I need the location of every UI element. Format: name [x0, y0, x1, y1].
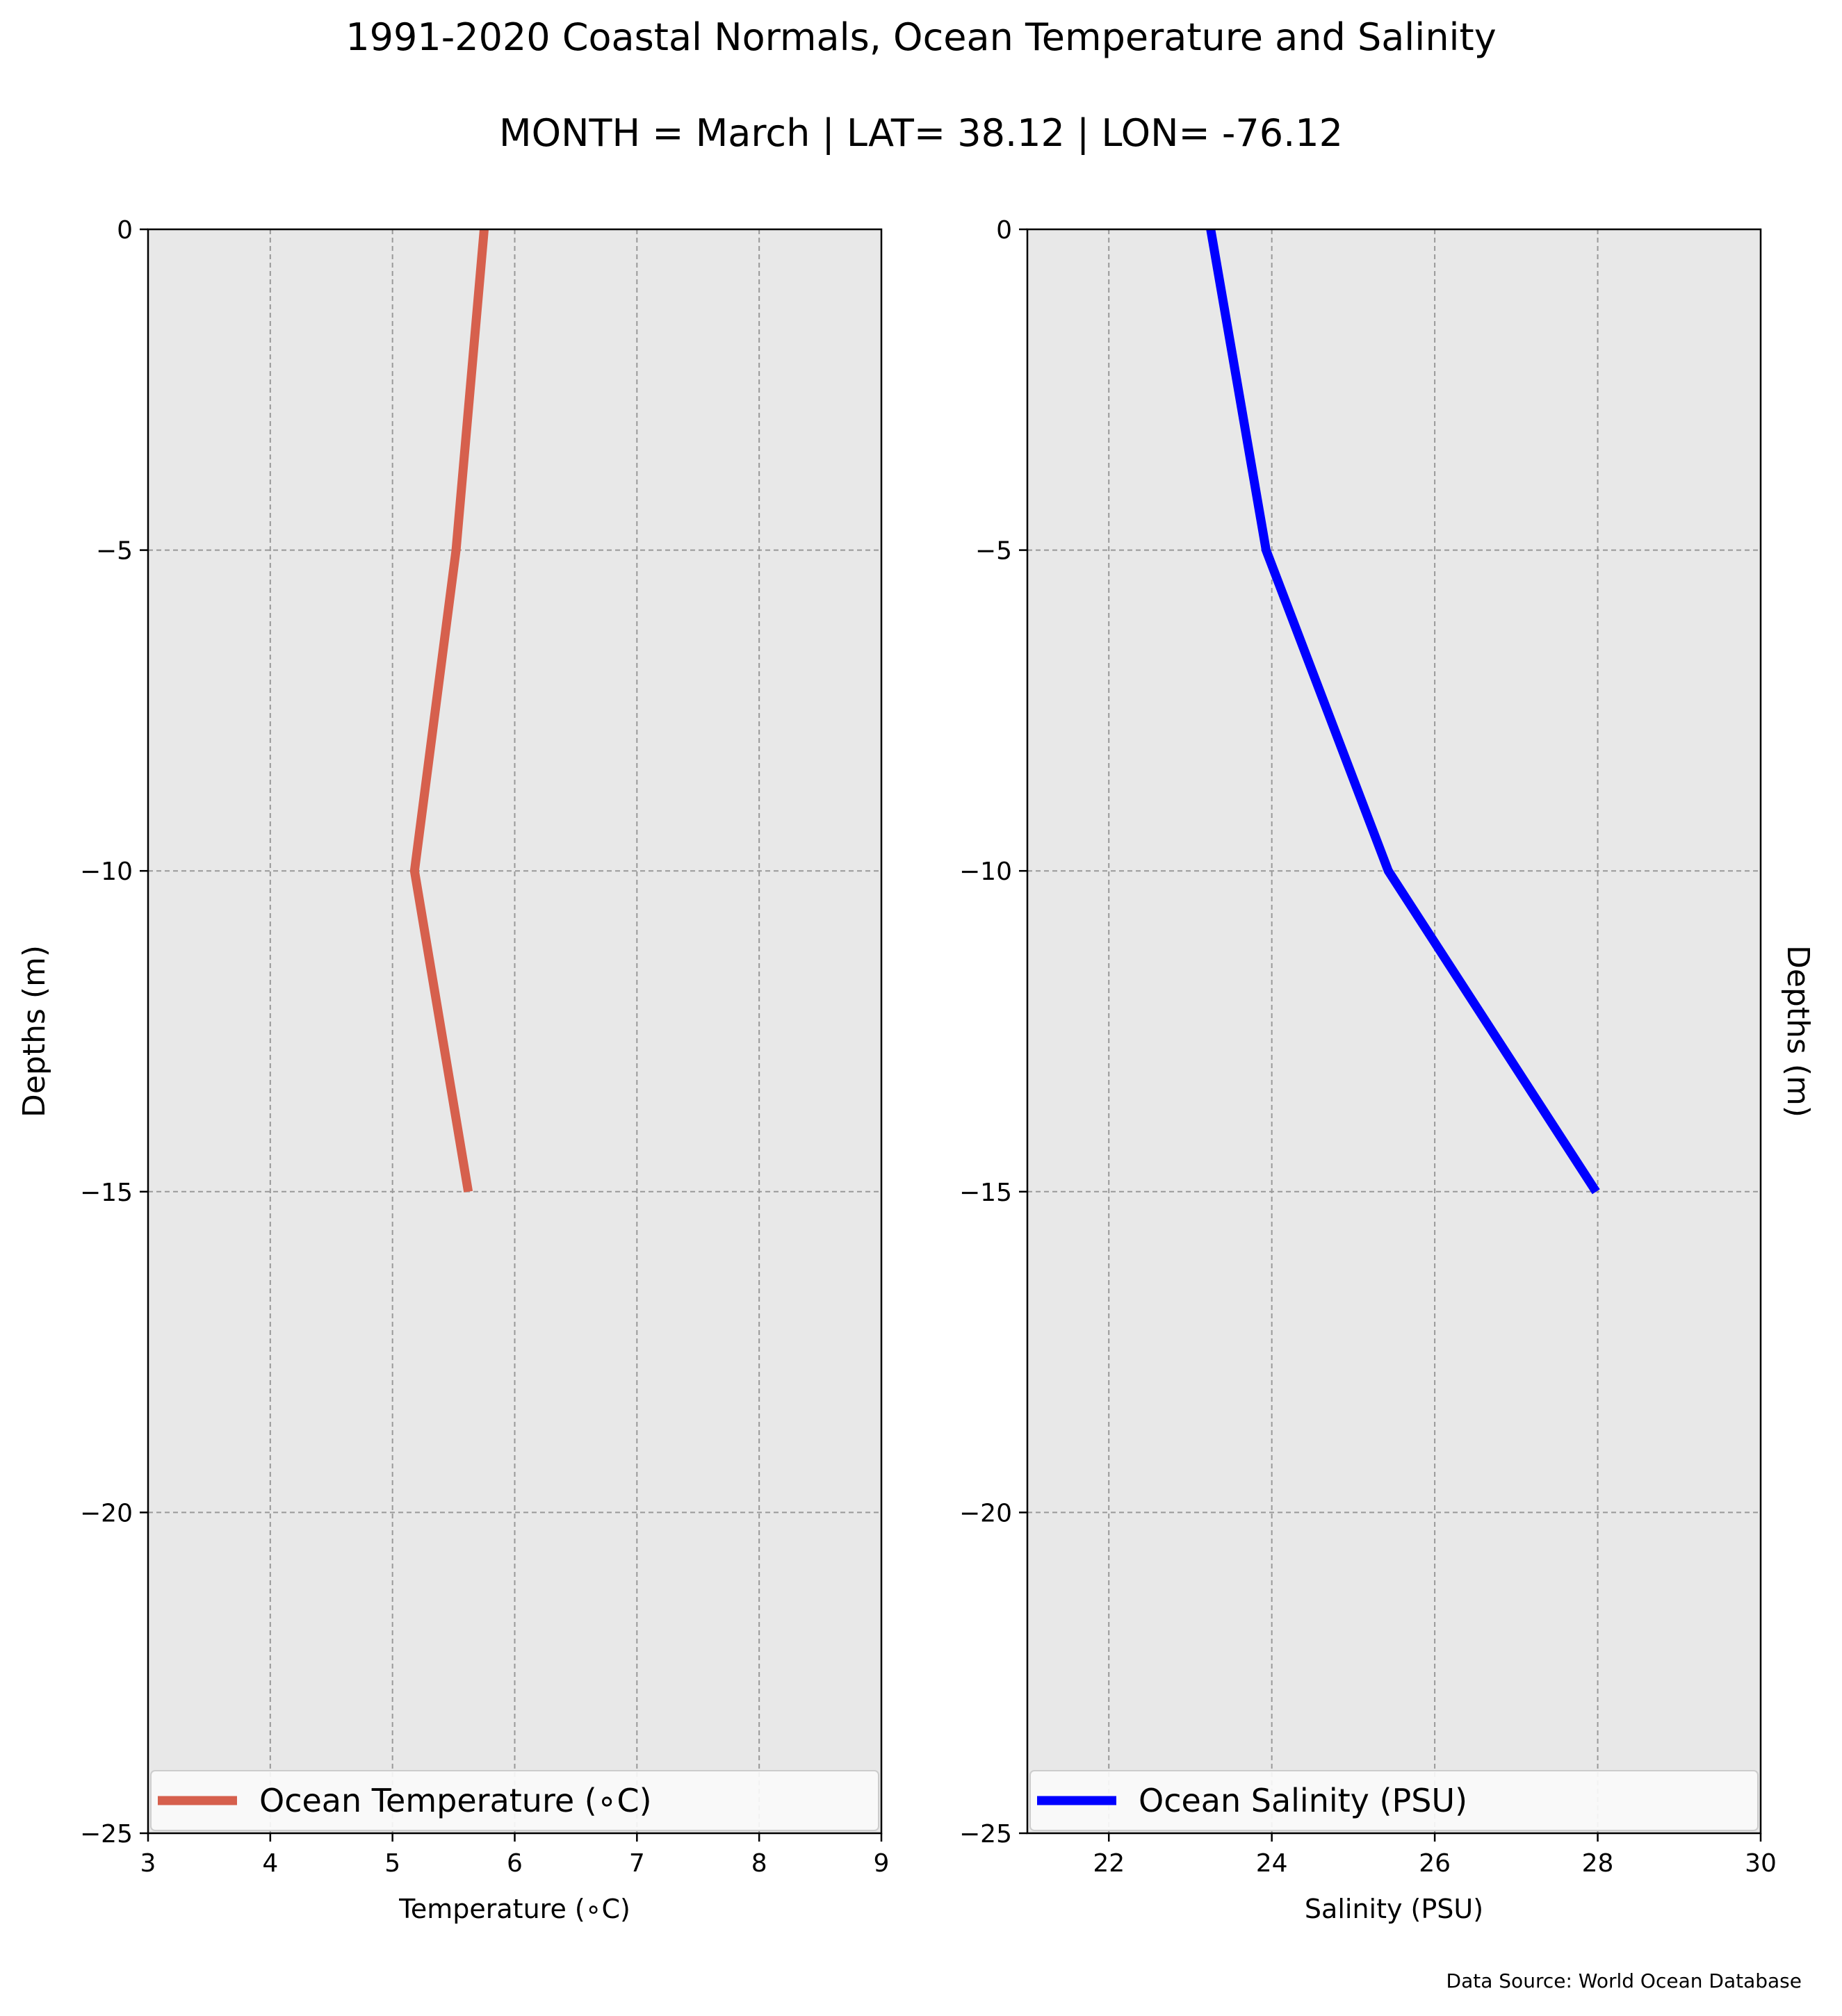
legend: Ocean Salinity (PSU) — [1029, 1770, 1759, 1831]
legend-box — [1029, 1770, 1759, 1831]
y-axis-label: Depths (m) — [1780, 945, 1816, 1117]
legend-label: Ocean Temperature (∘C) — [259, 1782, 652, 1819]
y-axis-label: Depths (m) — [17, 945, 52, 1117]
legend: Ocean Temperature (∘C) — [150, 1770, 879, 1831]
x-tick-label: 24 — [1256, 1849, 1288, 1878]
y-tick-label: −10 — [80, 858, 133, 886]
x-tick-label: 4 — [262, 1849, 278, 1878]
x-tick-label: 3 — [140, 1849, 156, 1878]
x-tick-label: 26 — [1419, 1849, 1451, 1878]
series-line-0 — [409, 229, 489, 1193]
chart-title: 1991-2020 Coastal Normals, Ocean Tempera… — [345, 15, 1496, 59]
x-tick-label: 22 — [1093, 1849, 1125, 1878]
y-tick-label: 0 — [996, 216, 1012, 245]
chart-subtitle: MONTH = March | LAT= 38.12 | LON= -76.12 — [499, 111, 1343, 155]
x-tick-label: 5 — [384, 1849, 400, 1878]
y-tick-label: −20 — [80, 1499, 133, 1527]
y-tick-label: −10 — [959, 858, 1012, 886]
data-source-note: Data Source: World Ocean Database — [1446, 1969, 1802, 1992]
y-tick-label: −5 — [975, 537, 1012, 566]
y-tick-label: −20 — [959, 1499, 1012, 1527]
y-tick-label: −25 — [959, 1820, 1012, 1849]
y-tick-label: −15 — [959, 1179, 1012, 1207]
legend-box — [150, 1770, 879, 1831]
plot-frame — [1026, 228, 1762, 1835]
temperature-panel: 3 4 5 6 7 8 9 0 −5 −10 −15 −20 −25 Temperature (∘C) De… — [17, 216, 889, 1924]
y-tick-label: −5 — [96, 537, 133, 566]
series-line-0 — [1206, 228, 1600, 1195]
x-tick-label: 30 — [1745, 1849, 1777, 1878]
salinity-panel: 22 24 26 28 30 0 −5 −10 −15 −20 −25 Salinity (PSU) D… — [959, 216, 1816, 1924]
x-axis-label: Salinity (PSU) — [1305, 1894, 1483, 1924]
legend-label: Ocean Salinity (PSU) — [1139, 1782, 1467, 1819]
plot-background — [1027, 229, 1761, 1833]
x-tick-label: 8 — [751, 1849, 767, 1878]
x-tick-label: 9 — [874, 1849, 890, 1878]
y-tick-label: 0 — [117, 216, 133, 245]
x-tick-label: 7 — [629, 1849, 645, 1878]
x-axis-label: Temperature (∘C) — [398, 1894, 630, 1924]
x-tick-label: 28 — [1582, 1849, 1614, 1878]
y-tick-label: −15 — [80, 1179, 133, 1207]
y-tick-label: −25 — [80, 1820, 133, 1849]
x-tick-label: 6 — [507, 1849, 523, 1878]
